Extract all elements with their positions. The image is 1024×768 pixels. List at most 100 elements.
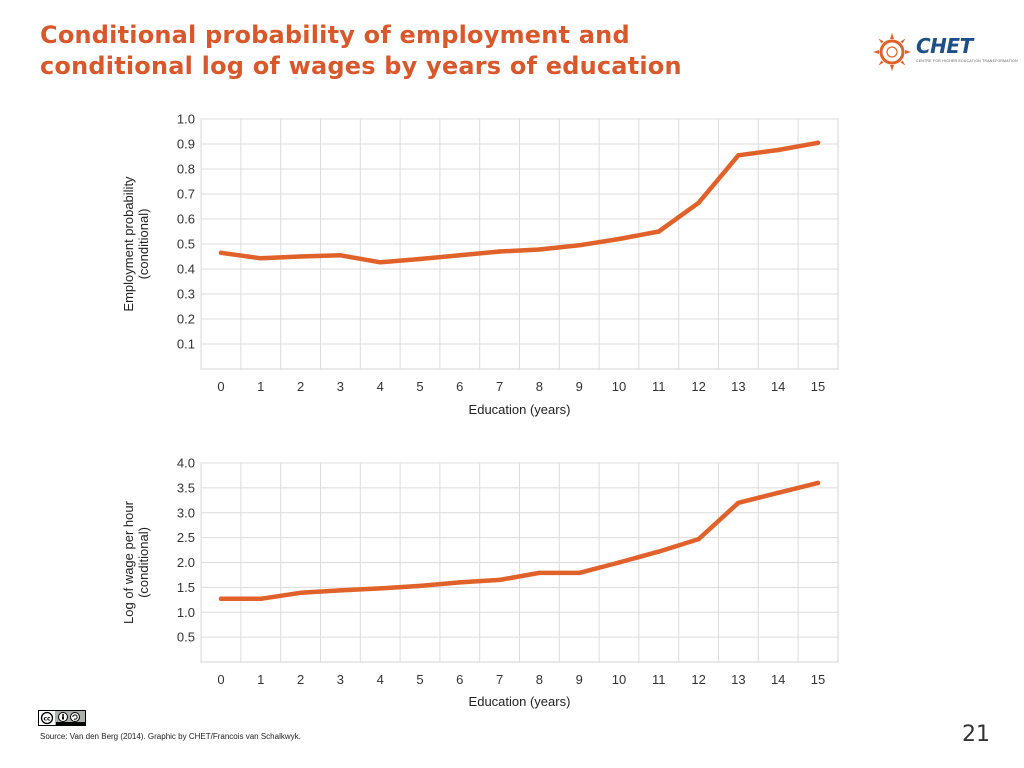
data-point	[736, 500, 741, 505]
data-point	[736, 153, 741, 158]
data-point	[537, 247, 542, 252]
data-point	[616, 236, 622, 242]
sun-gear-icon	[873, 33, 911, 71]
data-point	[616, 560, 622, 565]
cc-by-sa-icon: cc	[38, 710, 86, 726]
x-tick-label: 13	[731, 379, 745, 394]
y-tick-label: 1.0	[177, 112, 195, 127]
x-tick-label: 2	[297, 379, 304, 394]
y-axis-title: Log of wage per hour(conditional)	[121, 500, 151, 624]
x-axis-title: Education (years)	[469, 694, 571, 709]
y-axis-title-line-1: Employment probability	[121, 176, 136, 312]
data-point	[457, 580, 462, 585]
x-tick-label: 14	[771, 379, 785, 394]
data-point	[497, 249, 502, 254]
slide-title: Conditional probability of employment an…	[40, 20, 760, 82]
x-axis-title: Education (years)	[469, 402, 571, 417]
x-tick-label: 9	[576, 672, 583, 687]
data-point	[218, 596, 224, 602]
source-citation: Source: Van den Berg (2014). Graphic by …	[40, 732, 301, 741]
log-wage-chart: 0.51.01.52.02.53.03.54.00 1 2 3 4 5 6 7 8 9 10 11 12…	[121, 456, 839, 709]
y-tick-label: 0.9	[177, 137, 195, 152]
logo-wordmark: CHET	[916, 34, 973, 58]
data-point	[258, 256, 263, 261]
y-axis-title-line-1: Log of wage per hour	[121, 500, 136, 624]
data-point	[417, 583, 423, 589]
x-tick-label: 6	[456, 672, 463, 687]
x-tick-label: 1	[257, 672, 264, 687]
x-tick-label: 5	[416, 379, 423, 394]
employment-probability-chart: 0.10.20.30.40.50.60.70.80.91.00 1 2 3 4 5 6 7 8 9…	[121, 112, 839, 417]
x-tick-label: 8	[536, 672, 543, 687]
page-number: 21	[962, 722, 990, 747]
x-tick-label: 3	[337, 379, 344, 394]
data-point	[378, 260, 383, 265]
x-tick-label: 9	[576, 379, 583, 394]
data-point	[537, 570, 542, 576]
y-tick-label: 1.0	[177, 605, 195, 620]
y-axis-title-line-2: (conditional)	[136, 527, 151, 598]
x-tick-label: 3	[337, 672, 344, 687]
x-tick-label: 15	[811, 379, 825, 394]
slide-title-line-2: conditional log of wages by years of edu…	[40, 52, 682, 80]
x-tick-label: 10	[612, 379, 626, 394]
y-tick-label: 0.8	[177, 162, 195, 177]
logo-tagline: CENTRE FOR HIGHER EDUCATION TRANSFORMATI…	[916, 59, 1018, 63]
x-tick-label: 8	[536, 379, 543, 394]
x-tick-label: 2	[297, 672, 304, 687]
data-point	[696, 536, 701, 542]
y-tick-label: 0.5	[177, 237, 195, 252]
y-tick-label: 0.1	[177, 337, 195, 352]
data-point	[378, 586, 383, 591]
slide-title-line-1: Conditional probability of employment an…	[40, 21, 630, 49]
y-tick-label: 0.6	[177, 212, 195, 227]
x-tick-label: 4	[377, 672, 384, 687]
y-axis-title-line-2: (conditional)	[136, 209, 151, 280]
series-line	[218, 140, 821, 265]
data-point	[298, 590, 303, 596]
y-tick-label: 0.7	[177, 187, 195, 202]
x-tick-label: 12	[691, 379, 705, 394]
x-tick-label: 0	[217, 379, 224, 394]
data-point	[258, 596, 263, 602]
y-tick-label: 0.3	[177, 287, 195, 302]
x-tick-label: 7	[496, 672, 503, 687]
y-tick-label: 3.5	[177, 480, 195, 495]
y-tick-label: 2.0	[177, 555, 195, 570]
data-point	[656, 229, 661, 234]
data-point	[815, 480, 821, 486]
y-tick-label: 0.4	[177, 262, 195, 277]
data-point	[457, 253, 462, 258]
data-point	[776, 147, 781, 153]
y-tick-label: 3.0	[177, 505, 195, 520]
x-tick-label: 13	[731, 672, 745, 687]
data-point	[338, 588, 343, 593]
data-point	[656, 549, 661, 554]
data-point	[815, 140, 821, 145]
y-tick-label: 0.2	[177, 312, 195, 327]
y-tick-label: 2.5	[177, 530, 195, 545]
data-point	[298, 254, 303, 259]
x-tick-label: 5	[416, 672, 423, 687]
x-tick-label: 14	[771, 672, 785, 687]
x-tick-label: 7	[496, 379, 503, 394]
svg-text:cc: cc	[43, 715, 51, 722]
x-tick-label: 0	[217, 672, 224, 687]
y-axis-title: Employment probability(conditional)	[121, 176, 151, 312]
data-point	[497, 577, 502, 583]
x-tick-label: 10	[612, 672, 626, 687]
x-tick-label: 11	[652, 672, 666, 687]
x-tick-label: 12	[691, 672, 705, 687]
data-point	[776, 490, 781, 496]
data-point	[338, 253, 343, 258]
chet-logo: CHET CENTRE FOR HIGHER EDUCATION TRANSFO…	[872, 30, 1022, 74]
data-point	[218, 250, 224, 255]
series-line	[218, 480, 821, 602]
x-tick-label: 6	[456, 379, 463, 394]
x-tick-label: 1	[257, 379, 264, 394]
x-tick-label: 15	[811, 672, 825, 687]
data-point	[417, 256, 423, 262]
x-tick-label: 4	[377, 379, 384, 394]
y-tick-label: 0.5	[177, 630, 195, 645]
data-point	[577, 570, 582, 576]
